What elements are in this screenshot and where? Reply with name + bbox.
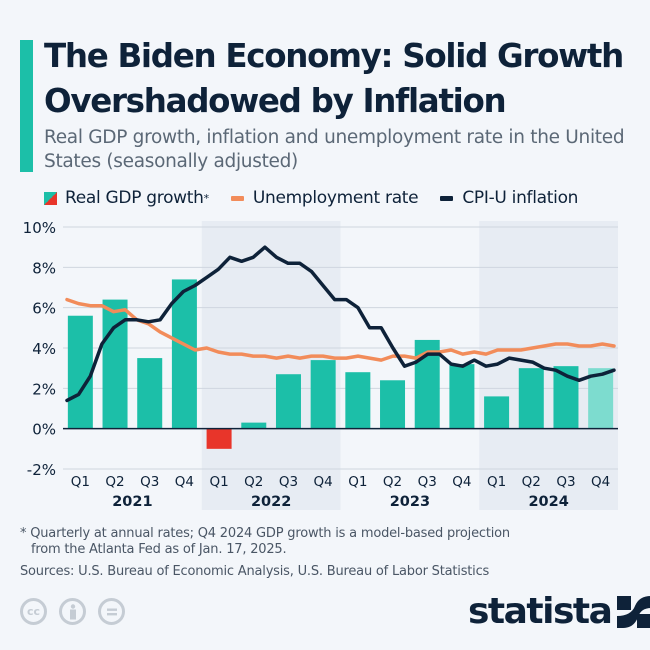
- gdp-bar: [345, 372, 371, 429]
- y-tick-label: -2%: [27, 461, 56, 479]
- x-tick-label-year: 2023: [390, 494, 430, 510]
- chart: 10% 8% 6% 4% 2% 0% -2% Q1 Q2 Q3 Q4 Q1 Q2 Q3 Q4 Q1 Q2 Q3 Q4…: [23, 219, 618, 510]
- gdp-bar: [171, 279, 197, 429]
- x-tick-label-quarter: Q2: [105, 474, 124, 490]
- statista-logo-mark-icon: [617, 595, 650, 628]
- x-tick-label-quarter: Q1: [487, 474, 506, 490]
- gdp-bar: [67, 315, 93, 429]
- y-tick-label: 6%: [32, 300, 56, 318]
- legend-label-unemployment: Unemployment rate: [252, 188, 419, 208]
- statista-logo-text: statista: [468, 591, 613, 632]
- chart-subtitle: Real GDP growth, inflation and unemploym…: [44, 127, 625, 172]
- attribution-icon[interactable]: [59, 598, 86, 625]
- x-tick-label-year: 2022: [251, 494, 291, 510]
- footnote-line-2: from the Atlanta Fed as of Jan. 17, 2025…: [31, 542, 287, 557]
- legend-label-cpi: CPI-U inflation: [462, 188, 579, 208]
- gdp-bar: [484, 396, 510, 429]
- cc-icon[interactable]: cc: [20, 598, 47, 625]
- y-tick-label: 8%: [32, 259, 56, 277]
- y-tick-label: 10%: [23, 219, 56, 237]
- statista-logo[interactable]: statista: [468, 591, 650, 632]
- x-tick-label-quarter: Q3: [556, 474, 575, 490]
- x-tick-label-quarter: Q3: [140, 474, 159, 490]
- y-tick-label: 0%: [32, 421, 56, 439]
- legend-label-gdp: Real GDP growth: [65, 188, 204, 208]
- x-tick-label-quarter: Q1: [348, 474, 367, 490]
- y-tick-label: 2%: [32, 380, 56, 398]
- x-tick-label-quarter: Q2: [522, 474, 541, 490]
- x-tick-label-quarter: Q4: [452, 474, 471, 490]
- legend-item-unemployment: Unemployment rate: [230, 188, 419, 208]
- x-tick-label-year: 2024: [528, 494, 568, 510]
- x-tick-label-year: 2021: [112, 494, 152, 510]
- gdp-bar: [206, 428, 232, 449]
- sources: Sources: U.S. Bureau of Economic Analysi…: [20, 564, 490, 579]
- gdp-bar: [137, 358, 163, 429]
- legend-swatch-cpi: [440, 195, 454, 201]
- gdp-bar: [241, 422, 267, 429]
- year-band-2024: [479, 221, 618, 510]
- no-derivatives-icon[interactable]: [98, 598, 125, 625]
- gdp-bar: [449, 364, 475, 429]
- x-tick-label-quarter: Q3: [279, 474, 298, 490]
- x-tick-label-quarter: Q1: [71, 474, 90, 490]
- x-tick-label-quarter: Q1: [209, 474, 228, 490]
- gdp-bar: [518, 368, 544, 429]
- legend-swatch-gdp: [44, 191, 57, 205]
- x-tick-label-quarter: Q4: [591, 474, 610, 490]
- legend-item-gdp: Real GDP growth *: [44, 188, 209, 208]
- chart-title: The Biden Economy: Solid Growth Overshad…: [44, 37, 624, 120]
- unemployment-line: [65, 297, 616, 362]
- footnote: * Quarterly at annual rates; Q4 2024 GDP…: [20, 526, 510, 558]
- legend: Real GDP growth * Unemployment rate CPI-U…: [44, 188, 600, 208]
- cpi-line: [65, 245, 616, 403]
- gdp-bar: [310, 360, 336, 429]
- footnote-line-1: * Quarterly at annual rates; Q4 2024 GDP…: [20, 526, 510, 541]
- legend-footnote-marker: *: [203, 191, 210, 205]
- y-tick-label: 4%: [32, 340, 56, 358]
- x-tick-label-quarter: Q2: [244, 474, 263, 490]
- x-tick-label-quarter: Q3: [418, 474, 437, 490]
- x-tick-label-quarter: Q4: [314, 474, 333, 490]
- title-accent-bar: [20, 40, 33, 172]
- legend-item-cpi: CPI-U inflation: [440, 188, 578, 208]
- gdp-bar: [588, 368, 614, 429]
- gdp-bar: [275, 374, 301, 429]
- x-tick-label-quarter: Q4: [175, 474, 194, 490]
- legend-swatch-unemployment: [230, 195, 244, 201]
- gdp-bar: [380, 380, 406, 429]
- x-tick-label-quarter: Q2: [383, 474, 402, 490]
